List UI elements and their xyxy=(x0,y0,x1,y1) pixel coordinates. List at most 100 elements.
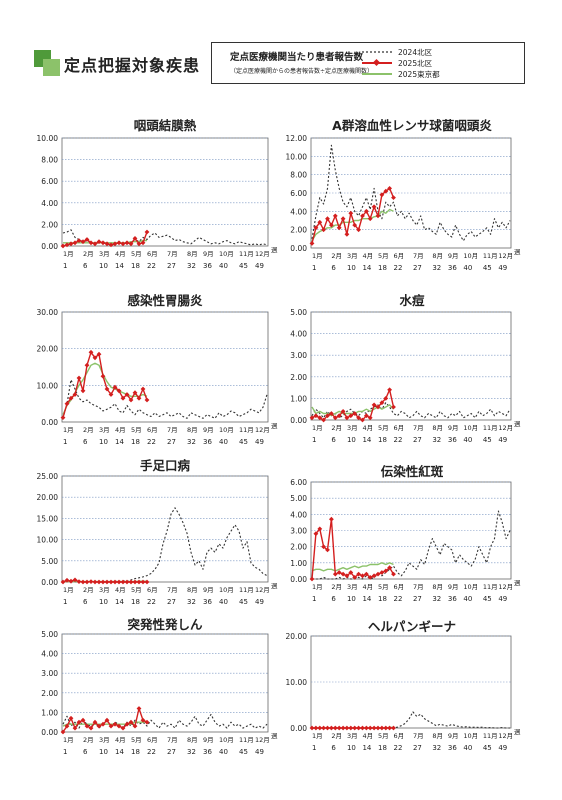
data-point xyxy=(321,227,327,233)
week-label: 36 xyxy=(448,595,457,603)
week-label: 1 xyxy=(63,262,67,270)
data-point xyxy=(96,239,102,245)
y-tick-label: 1.00 xyxy=(290,394,307,403)
y-tick-label: 3.00 xyxy=(290,527,307,536)
week-label: 10 xyxy=(99,262,108,270)
y-tick-label: 0.00 xyxy=(41,728,58,737)
week-label: 22 xyxy=(394,595,403,603)
month-label: 1月 xyxy=(63,586,74,594)
week-label: 10 xyxy=(347,595,356,603)
week-label: 14 xyxy=(362,264,371,272)
data-point xyxy=(387,185,393,191)
week-label: 40 xyxy=(463,595,472,603)
data-point xyxy=(313,225,319,231)
week-label: 40 xyxy=(219,748,228,756)
plot-frame xyxy=(61,633,269,733)
series-line-2025東京都 xyxy=(311,208,394,242)
chart-title: 感染性胃腸炎 xyxy=(127,293,203,308)
week-label: 40 xyxy=(219,598,228,606)
week-label: 40 xyxy=(219,438,228,446)
week-label: 6 xyxy=(331,744,336,752)
week-label: 49 xyxy=(498,264,507,272)
month-label: 10月 xyxy=(463,583,478,591)
data-point xyxy=(352,411,358,416)
month-label: 10月 xyxy=(463,732,478,740)
data-point xyxy=(76,238,82,244)
week-label: 36 xyxy=(203,748,212,756)
month-label: 12月 xyxy=(255,426,270,434)
month-label: 10月 xyxy=(463,252,478,260)
month-label: 3月 xyxy=(347,583,358,591)
week-label: 36 xyxy=(448,436,457,444)
month-label: 7月 xyxy=(413,583,424,591)
month-label: 6月 xyxy=(147,586,158,594)
month-label: 6月 xyxy=(394,252,405,260)
data-point xyxy=(321,417,327,423)
y-tick-label: 20.00 xyxy=(37,345,59,354)
chart-8: ヘルパンギーナ 0.00 10.00 20.00 1月 2月 3月 4月 5月 6月 7月 8月 9月 1… xyxy=(286,619,521,752)
month-label: 4月 xyxy=(362,252,373,260)
month-label: 4月 xyxy=(115,250,126,258)
week-label: 49 xyxy=(255,598,264,606)
month-label: 5月 xyxy=(131,736,142,744)
month-label: 2月 xyxy=(331,424,342,432)
series-line-2024北区 xyxy=(311,402,511,419)
month-label: 12月 xyxy=(255,586,270,594)
week-label: 22 xyxy=(147,262,156,270)
week-unit-label: 週 xyxy=(514,727,521,736)
y-tick-label: 0.00 xyxy=(290,244,307,253)
week-label: 36 xyxy=(203,438,212,446)
week-label: 1 xyxy=(312,595,316,603)
week-label: 36 xyxy=(203,598,212,606)
week-label: 49 xyxy=(498,436,507,444)
y-tick-label: 6.00 xyxy=(41,177,58,186)
data-point xyxy=(80,239,86,245)
week-label: 18 xyxy=(131,438,140,446)
week-label: 10 xyxy=(99,438,108,446)
week-label: 18 xyxy=(378,595,387,603)
week-label: 32 xyxy=(187,262,196,270)
month-label: 7月 xyxy=(167,250,178,258)
data-point xyxy=(360,417,365,423)
month-label: 11月 xyxy=(483,583,498,591)
week-label: 45 xyxy=(483,744,492,752)
month-label: 10月 xyxy=(463,424,478,432)
chart-6: 伝染性紅斑 0.00 1.00 2.00 3.00 4.00 5.00 6.00 1月 2月 3月 4… xyxy=(290,464,521,603)
week-unit-label: 週 xyxy=(514,247,521,256)
data-point xyxy=(371,204,377,210)
chart-1: 咽頭結膜熱 0.00 2.00 4.00 6.00 8.00 10.00 1月 2月 3月 4月 5月… xyxy=(37,118,278,270)
series-line-2025北区 xyxy=(311,518,395,580)
data-point xyxy=(348,210,354,216)
legend-sub-label: （定点医療機関からの患者報告数÷定点医療機関数） xyxy=(230,68,374,75)
month-label: 7月 xyxy=(413,732,424,740)
week-label: 14 xyxy=(115,262,124,270)
week-label: 49 xyxy=(255,748,264,756)
week-label: 40 xyxy=(463,436,472,444)
month-label: 1月 xyxy=(312,424,323,432)
month-label: 2月 xyxy=(83,426,94,434)
y-tick-label: 30.00 xyxy=(37,308,59,317)
month-label: 12月 xyxy=(255,250,270,258)
month-label: 3月 xyxy=(99,426,110,434)
y-tick-label: 1.00 xyxy=(290,559,307,568)
month-label: 1月 xyxy=(312,732,323,740)
y-tick-label: 3.00 xyxy=(290,351,307,360)
y-tick-label: 6.00 xyxy=(290,189,307,198)
week-label: 6 xyxy=(83,438,88,446)
month-label: 6月 xyxy=(394,732,405,740)
data-point xyxy=(88,240,94,246)
y-tick-label: 10.00 xyxy=(37,536,59,545)
month-label: 5月 xyxy=(131,586,142,594)
series-line-2025北区 xyxy=(62,707,148,733)
month-label: 7月 xyxy=(167,736,178,744)
series-line-2025東京都 xyxy=(311,562,394,572)
week-label: 27 xyxy=(413,744,422,752)
plot-frame xyxy=(61,475,269,583)
week-label: 36 xyxy=(203,262,212,270)
week-label: 14 xyxy=(362,595,371,603)
data-point xyxy=(80,388,86,394)
data-point xyxy=(375,404,381,410)
y-tick-label: 0.00 xyxy=(290,416,307,425)
data-point xyxy=(360,213,365,219)
month-label: 7月 xyxy=(413,424,424,432)
